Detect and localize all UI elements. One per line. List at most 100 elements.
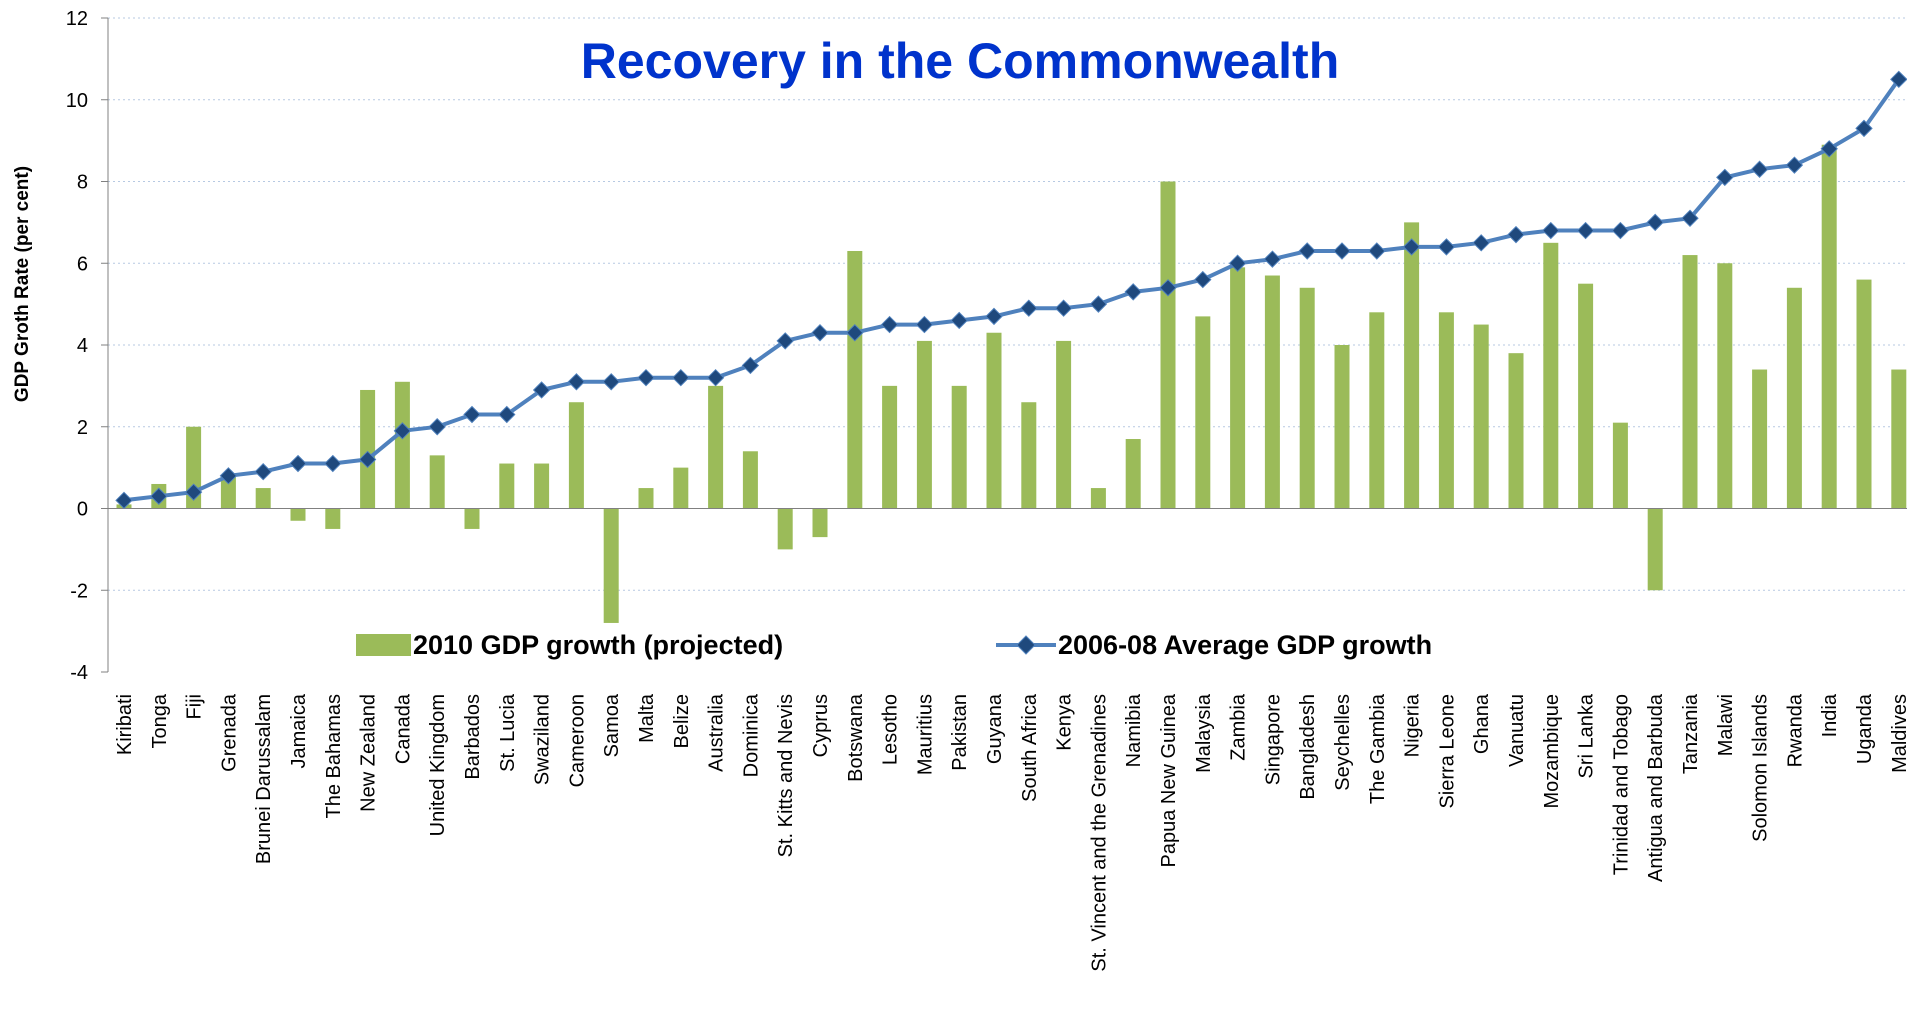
bar [951, 385, 967, 509]
x-category-label: Belize [671, 694, 693, 748]
x-category-label: Guyana [984, 693, 1006, 764]
x-category-label: Ghana [1471, 693, 1493, 754]
y-tick-label: 12 [66, 8, 88, 30]
x-category-label: South Africa [1019, 693, 1041, 802]
bar [638, 488, 654, 509]
bar [1160, 181, 1176, 509]
x-category-label: Brunei Darussalam [253, 694, 275, 864]
bar [1786, 287, 1802, 509]
legend-line-marker [1016, 635, 1036, 655]
x-category-label: Kiribati [114, 694, 136, 755]
bar [1578, 283, 1594, 509]
line-point [115, 491, 133, 510]
bar [1021, 402, 1037, 509]
line-point [1368, 242, 1386, 260]
y-tick-label: -4 [70, 662, 88, 684]
line-point [1298, 242, 1316, 260]
x-category-label: Malaysia [1193, 693, 1215, 773]
bar [1334, 345, 1350, 509]
bar [1891, 369, 1907, 509]
x-category-label: Seychelles [1332, 694, 1354, 791]
x-category-label: Singapore [1262, 694, 1284, 785]
x-category-label: India [1819, 693, 1841, 737]
x-category-label: Vanuatu [1506, 694, 1528, 767]
axes [107, 18, 1907, 672]
x-category-label: Sri Lanka [1576, 693, 1598, 778]
line-point [1507, 225, 1525, 244]
legend: 2010 GDP growth (projected) 2006-08 Aver… [356, 630, 1432, 660]
x-category-label: Pakistan [949, 694, 971, 771]
bar [1125, 439, 1141, 509]
line-point [811, 324, 829, 342]
x-category-label: Fiji [184, 694, 206, 720]
x-category-label: Solomon Islands [1750, 694, 1772, 842]
line-point [1472, 234, 1490, 252]
x-category-label: Mozambique [1541, 694, 1563, 809]
line-point [1124, 283, 1142, 301]
line-point [1089, 295, 1108, 313]
line-path [122, 77, 1901, 503]
bar [1717, 263, 1733, 509]
line-point [1750, 160, 1769, 178]
bar [1752, 369, 1768, 509]
x-category-label: Namibia [1123, 693, 1145, 767]
bar [1647, 508, 1663, 591]
line-point [1437, 238, 1456, 256]
y-tick-label: 6 [77, 253, 88, 275]
x-category-label: Malta [636, 693, 658, 743]
x-category-label: The Bahamas [323, 694, 345, 819]
line-point [985, 307, 1003, 326]
bar [1090, 488, 1106, 509]
line-point [1542, 221, 1560, 240]
x-category-label: Cameroon [566, 694, 588, 787]
bar [499, 463, 515, 509]
x-category-label: Tanzania [1680, 693, 1702, 774]
line-point [915, 315, 934, 334]
line-point [184, 483, 203, 501]
bar [1508, 353, 1524, 509]
gridlines [108, 17, 1907, 591]
legend-bar-label: 2010 GDP growth (projected) [413, 630, 783, 660]
x-category-label: Samoa [601, 693, 623, 757]
legend-line-label: 2006-08 Average GDP growth [1058, 630, 1432, 660]
bar [1543, 242, 1559, 509]
line-point [602, 373, 620, 391]
x-category-label: Australia [706, 693, 728, 772]
y-tick-label: 2 [77, 417, 88, 439]
bar [1299, 287, 1315, 509]
bar [742, 451, 758, 509]
y-tick-labels: -4 -2 0 2 4 6 8 10 12 [66, 8, 108, 684]
bar [1056, 340, 1072, 509]
chart-title: Recovery in the Commonwealth [581, 33, 1340, 89]
x-category-label: Tonga [149, 693, 171, 748]
line-point [289, 454, 307, 473]
y-tick-label: -2 [70, 580, 88, 602]
bar [1369, 312, 1385, 509]
bar [1438, 312, 1454, 509]
line-point [1263, 250, 1282, 268]
x-category-label: The Gambia [1367, 693, 1389, 804]
line-point [1333, 242, 1351, 260]
bar [1264, 275, 1280, 509]
line-point [1716, 168, 1734, 187]
x-category-label: Antigua and Barbuda [1645, 693, 1667, 882]
line-point [1646, 213, 1664, 232]
bar [603, 508, 619, 623]
x-category-label: New Zealand [358, 694, 380, 812]
line-point [950, 311, 968, 330]
line-point [1020, 299, 1038, 317]
bar [255, 488, 271, 509]
y-axis-title: GDP Groth Rate (per cent) [12, 166, 33, 402]
line-point [1820, 140, 1838, 158]
line-point [706, 368, 725, 387]
x-category-label: St. Lucia [497, 693, 519, 772]
bar [777, 508, 793, 550]
bar [1856, 279, 1872, 509]
line-point [567, 373, 586, 391]
x-category-label: Mauritius [914, 694, 936, 775]
line-point [219, 467, 238, 485]
line-point [1785, 156, 1804, 174]
line-point [1611, 221, 1630, 240]
